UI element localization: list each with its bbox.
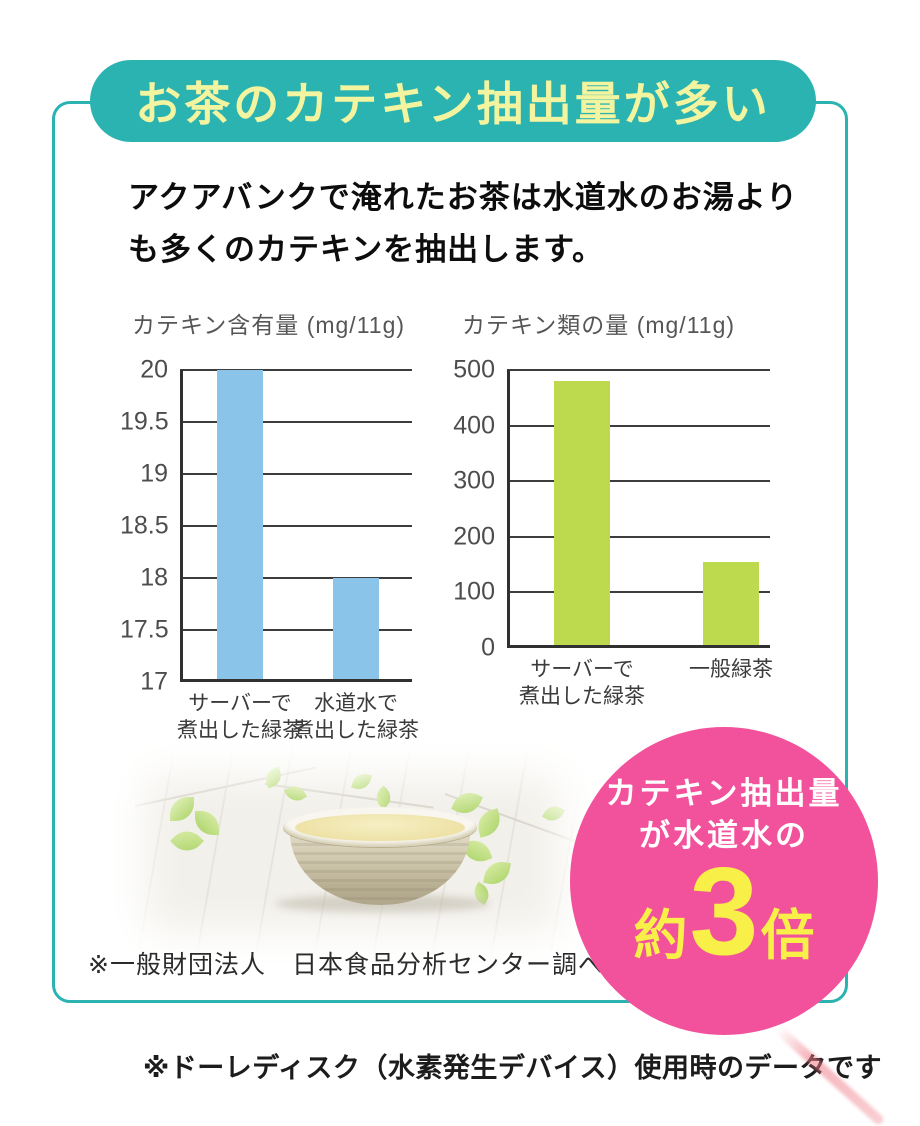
banner-title: お茶のカテキン抽出量が多い: [135, 78, 771, 130]
gridline: [180, 421, 412, 423]
tea-cup-photo: [115, 745, 590, 963]
badge-times-label: 倍: [760, 906, 815, 966]
tea-surface: [295, 814, 465, 841]
photo-vignette: [115, 745, 590, 963]
y-axis-tick-label: 0: [481, 633, 495, 662]
badge-approx-label: 約: [633, 906, 688, 966]
y-axis-tick-label: 400: [453, 411, 495, 440]
badge-multiplier: 約 3 倍: [634, 847, 815, 977]
header-banner: お茶のカテキン抽出量が多い: [90, 60, 816, 142]
x-axis-category-label: サーバーで 煮出した緑茶: [177, 692, 303, 742]
gridline: [180, 577, 412, 579]
gridline: [180, 629, 412, 631]
gridline: [180, 369, 412, 371]
three-times-badge: カテキン抽出量 が水道水の 約 3 倍: [570, 727, 878, 1035]
chart-title: カテキン類の量 (mg/11g): [462, 312, 736, 338]
y-axis-tick-label: 19.5: [120, 407, 169, 436]
gridline: [507, 480, 770, 483]
intro-line-1: アクアバンクで淹れたお茶は水道水のお湯より: [128, 180, 799, 215]
bar: [554, 381, 610, 648]
catechin-content-bar-chart: カテキン含有量 (mg/11g) 17 17.5 18 18.5 19 19.5 20 サーバ…: [120, 300, 465, 748]
gridline: [180, 525, 412, 527]
badge-line-2: が水道水の: [639, 818, 809, 853]
y-axis-tick-label: 19: [140, 459, 168, 488]
bar: [333, 578, 379, 682]
chart-plot-axes: [507, 370, 770, 648]
y-axis-tick-label: 17.5: [120, 615, 169, 644]
x-axis-category-label: 一般緑茶: [689, 658, 773, 681]
footer-note: ※ドーレディスク（水素発生デバイス）使用時のデータです: [142, 1053, 883, 1083]
y-axis-tick-label: 18: [140, 563, 168, 592]
gridline: [507, 591, 770, 594]
y-axis-tick-label: 18.5: [120, 511, 169, 540]
y-axis-tick-label: 100: [453, 577, 495, 606]
gridline: [180, 473, 412, 475]
y-axis-tick-label: 200: [453, 522, 495, 551]
bar: [217, 370, 263, 682]
badge-line-1: カテキン抽出量: [605, 776, 843, 811]
gridline: [507, 424, 770, 427]
y-axis-tick-label: 20: [140, 355, 168, 384]
x-axis-category-label: サーバーで 煮出した緑茶: [519, 658, 645, 708]
badge-number: 3: [689, 843, 759, 981]
chart-title: カテキン含有量 (mg/11g): [132, 312, 406, 338]
bar: [703, 561, 759, 648]
source-note: ※一般財団法人 日本食品分析センター調べ: [88, 951, 604, 979]
x-axis-category-label: 水道水で 煮出した緑茶: [293, 692, 419, 742]
catechin-types-bar-chart: カテキン類の量 (mg/11g) 0 100 200 300 400 500 サーバーで 煮出…: [450, 300, 795, 713]
y-axis-tick-label: 300: [453, 466, 495, 495]
gridline: [507, 535, 770, 538]
y-axis-tick-label: 17: [140, 667, 168, 696]
y-axis-tick-label: 500: [453, 355, 495, 384]
gridline: [507, 369, 770, 371]
intro-text: アクアバンクで淹れたお茶は水道水のお湯より も多くのカテキンを抽出します。: [128, 172, 798, 276]
chart-plot-axes: [180, 370, 412, 682]
intro-line-2: も多くのカテキンを抽出します。: [128, 232, 604, 267]
